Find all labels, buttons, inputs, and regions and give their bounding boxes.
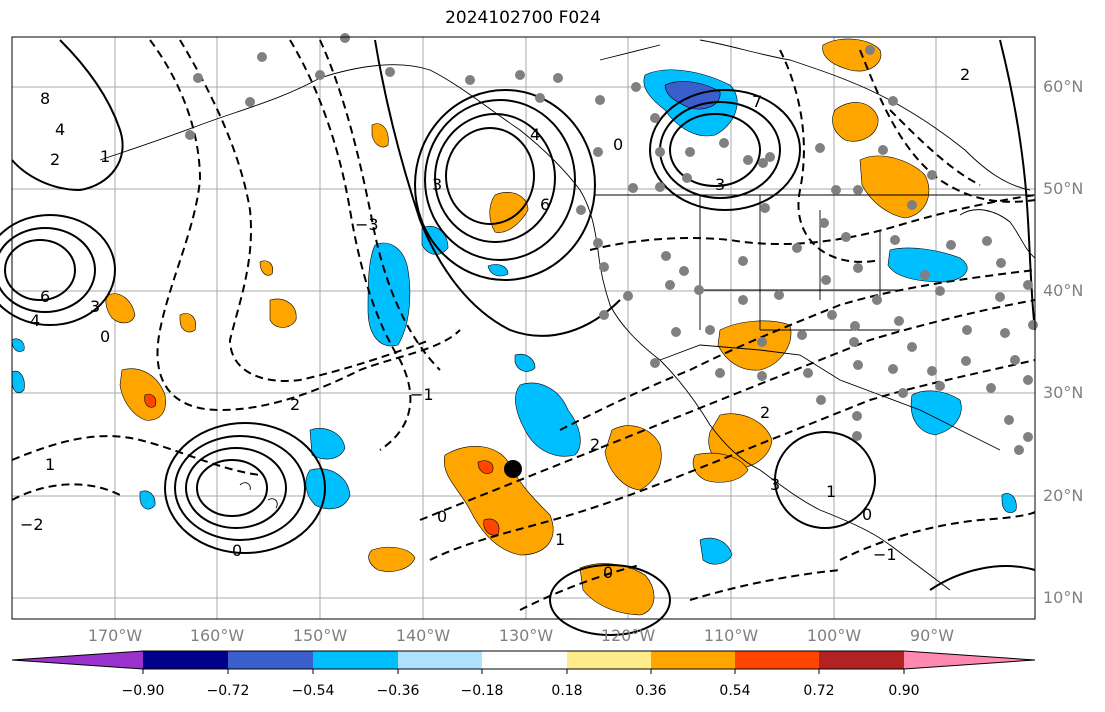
lat-label-10n: 10°N	[1043, 588, 1084, 607]
lat-label-60n: 60°N	[1043, 77, 1084, 96]
contour-label: 0	[232, 541, 242, 560]
contour-label: 1	[555, 530, 565, 549]
lon-label-130w: 130°W	[498, 626, 554, 645]
contour-label: 3	[715, 175, 725, 194]
station-dots	[185, 33, 1038, 455]
lon-label-90w: 90°W	[909, 626, 955, 645]
contour-label: 3	[90, 297, 100, 316]
map-title: 2024102700 F024	[445, 8, 601, 28]
contour-label: 0	[437, 507, 447, 526]
lon-label-120w: 120°W	[600, 626, 656, 645]
colorbar-tick-label: −0.54	[291, 683, 335, 699]
dashed-contours	[11, 39, 1036, 611]
contour-label: −3	[355, 215, 379, 234]
lat-label-30n: 30°N	[1043, 383, 1084, 402]
lon-label-170w: 170°W	[87, 626, 143, 645]
contour-label: 6	[540, 195, 550, 214]
contour-label: 3	[432, 175, 442, 194]
contour-labels: 8 4 2 1 6 4 3 0 2 1 0 −1 0 1 3 6 4 0 3 7…	[20, 65, 970, 582]
contour-label: 4	[55, 120, 65, 139]
contour-label: 0	[100, 327, 110, 346]
contour-label: −1	[873, 545, 897, 564]
contour-label: 2	[590, 435, 600, 454]
contour-label: 6	[40, 287, 50, 306]
contour-label: −2	[20, 515, 44, 534]
contour-label: 2	[50, 150, 60, 169]
contour-label: 0	[613, 135, 623, 154]
colorbar-tick-label: −0.72	[206, 683, 250, 699]
solid-contours	[0, 39, 1036, 636]
map-border	[11, 36, 1036, 620]
lon-label-160w: 160°W	[189, 626, 245, 645]
target-point-marker	[504, 460, 522, 478]
shaded-anomalies	[11, 38, 1017, 616]
lat-label-50n: 50°N	[1043, 179, 1084, 198]
contour-label: 1	[100, 147, 110, 166]
contour-label: 0	[603, 563, 613, 582]
coastlines	[99, 39, 1036, 591]
colorbar-tick-label: 0.54	[719, 683, 751, 699]
lon-label-100w: 100°W	[806, 626, 862, 645]
colorbar	[11, 650, 1036, 674]
colorbar-tick-label: 0.36	[635, 683, 667, 699]
colorbar-tick-label: −0.36	[376, 683, 420, 699]
colorbar-tick-label: 0.18	[551, 683, 583, 699]
contour-label: −1	[410, 385, 434, 404]
contour-label: 4	[30, 311, 40, 330]
contour-label: 3	[770, 475, 780, 494]
contour-label: 1	[826, 482, 836, 501]
contour-label: 2	[290, 395, 300, 414]
colorbar-tick-label: 0.72	[803, 683, 835, 699]
contour-label: 0	[862, 505, 872, 524]
contour-label: 2	[960, 65, 970, 84]
lon-label-110w: 110°W	[703, 626, 759, 645]
lon-label-150w: 150°W	[292, 626, 348, 645]
contour-label: 1	[45, 455, 55, 474]
lat-label-40n: 40°N	[1043, 281, 1084, 300]
colorbar-tick-label: 0.90	[888, 683, 920, 699]
contour-label: 7	[752, 92, 762, 111]
lat-label-20n: 20°N	[1043, 486, 1084, 505]
colorbar-tick-label: −0.18	[460, 683, 504, 699]
colorbar-tick-label: −0.90	[121, 683, 165, 699]
contour-label: 8	[40, 89, 50, 108]
contour-label: 2	[760, 403, 770, 422]
contour-label: 4	[530, 125, 540, 144]
lon-label-140w: 140°W	[395, 626, 451, 645]
